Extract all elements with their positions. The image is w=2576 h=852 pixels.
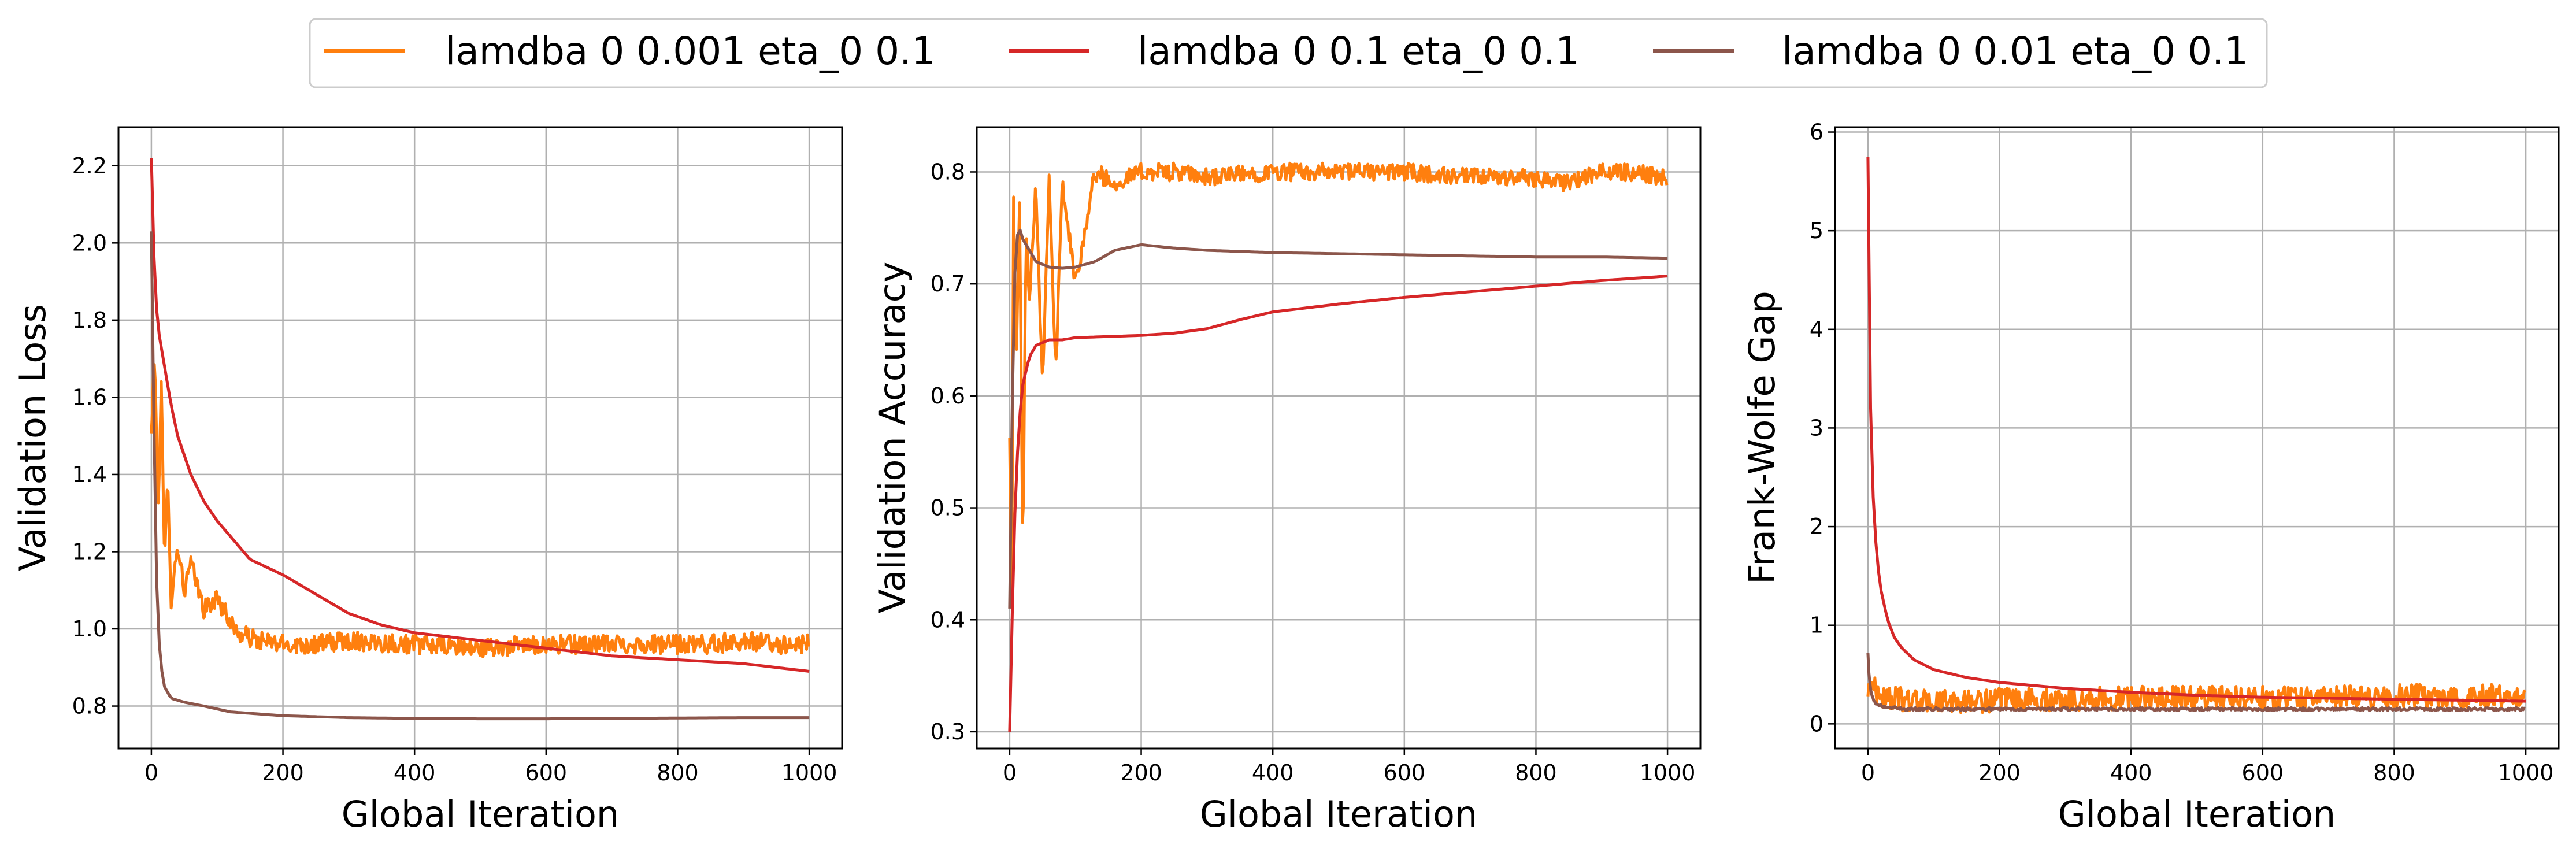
fw-gap-x-tick-label: 800 [2373, 760, 2415, 786]
loss-series-line-1 [150, 158, 810, 673]
fw-gap-y-tick-label: 6 [1810, 120, 1823, 145]
accuracy-y-tick-label: 0.7 [931, 271, 965, 297]
loss-x-tick-label: 400 [394, 760, 436, 786]
fw-gap-y-tick-label: 0 [1810, 711, 1823, 736]
loss-x-tick-label: 800 [657, 760, 699, 786]
fw-gap-x-tick-label: 200 [1978, 760, 2021, 786]
fw-gap-series-layer [1866, 157, 2526, 714]
accuracy-ticks: 0 200 400 600 800 1000 0.3 0.4 0.5 0.6 0.7 0.8 [931, 159, 1696, 786]
legend-label-2: lamdba 0 0.01 eta_0 0.1 [1782, 29, 2248, 73]
accuracy-y-tick-label: 0.8 [931, 159, 965, 184]
legend-label-1: lamdba 0 0.1 eta_0 0.1 [1137, 29, 1580, 73]
loss-x-tick-label: 0 [144, 760, 158, 786]
accuracy-y-tick-label: 0.4 [931, 607, 965, 632]
accuracy-x-tick-label: 1000 [1640, 760, 1696, 786]
accuracy-series-layer [1008, 161, 1669, 732]
fw-gap-y-axis-label: Frank-Wolfe Gap [1741, 291, 1783, 584]
fw-gap-x-tick-label: 600 [2242, 760, 2284, 786]
loss-y-tick-label: 1.2 [72, 539, 107, 564]
loss-y-tick-label: 1.0 [72, 616, 107, 642]
fw-gap-series-line-2 [1866, 653, 2526, 712]
fw-gap-axes-frame [1834, 126, 2560, 750]
accuracy-x-tick-label: 800 [1515, 760, 1557, 786]
loss-y-tick-label: 2.2 [72, 153, 107, 179]
accuracy-x-tick-label: 600 [1384, 760, 1426, 786]
loss-axes-frame [117, 126, 843, 750]
accuracy-series-line-1 [1008, 275, 1668, 732]
loss-y-tick-label: 1.4 [72, 462, 107, 487]
loss-y-tick-label: 1.6 [72, 384, 107, 410]
fw-gap-series-line-1 [1866, 157, 2526, 703]
loss-x-tick-label: 1000 [781, 760, 837, 786]
loss-series-line-2 [150, 231, 810, 721]
fw-gap-x-tick-label: 1000 [2498, 760, 2554, 786]
accuracy-series-line-2 [1008, 228, 1668, 609]
legend: lamdba 0 0.001 eta_0 0.1 lamdba 0 0.1 et… [309, 18, 2268, 88]
legend-frame [309, 18, 2268, 88]
fw-gap-y-tick-label: 3 [1810, 415, 1823, 440]
loss-x-tick-label: 600 [525, 760, 568, 786]
fw-gap-y-tick-label: 4 [1810, 317, 1823, 342]
accuracy-axes-frame [976, 126, 1702, 750]
accuracy-y-tick-label: 0.3 [931, 719, 965, 744]
loss-y-tick-label: 0.8 [72, 694, 107, 719]
fw-gap-grid [1835, 127, 2559, 749]
loss-series-line-0 [150, 363, 810, 659]
accuracy-x-tick-label: 0 [1003, 760, 1017, 786]
fw-gap-y-tick-label: 2 [1810, 514, 1823, 539]
loss-series-layer [150, 158, 810, 721]
loss-x-axis-label: Global Iteration [342, 793, 619, 835]
accuracy-y-tick-label: 0.5 [931, 495, 965, 521]
loss-panel: 0 200 400 600 800 1000 0.8 1.0 1.2 1.4 1.6 1.8 2.0 2.… [12, 126, 843, 835]
fw-gap-series-line-0 [1866, 676, 2526, 714]
loss-x-tick-label: 200 [262, 760, 304, 786]
accuracy-x-tick-label: 200 [1120, 760, 1162, 786]
loss-y-tick-label: 2.0 [72, 230, 107, 255]
accuracy-y-axis-label: Validation Accuracy [871, 262, 913, 614]
fw-gap-panel: 0 200 400 600 800 1000 0 1 2 3 4 5 6 Global Iteratio… [1741, 120, 2560, 835]
loss-y-axis-label: Validation Loss [12, 304, 54, 571]
accuracy-panel: 0 200 400 600 800 1000 0.3 0.4 0.5 0.6 0.7 0.8 Glob… [871, 126, 1702, 835]
fw-gap-x-axis-label: Global Iteration [2058, 793, 2336, 835]
loss-y-tick-label: 1.8 [72, 308, 107, 333]
accuracy-x-tick-label: 400 [1252, 760, 1294, 786]
accuracy-series-line-0 [1008, 161, 1669, 609]
accuracy-y-tick-label: 0.6 [931, 383, 965, 409]
fw-gap-x-tick-label: 0 [1861, 760, 1875, 786]
fw-gap-y-tick-label: 5 [1810, 218, 1823, 243]
fw-gap-x-tick-label: 400 [2110, 760, 2152, 786]
fw-gap-ticks: 0 200 400 600 800 1000 0 1 2 3 4 5 6 [1810, 120, 2554, 786]
legend-label-0: lamdba 0 0.001 eta_0 0.1 [445, 29, 936, 73]
fw-gap-y-tick-label: 1 [1810, 613, 1823, 638]
loss-ticks: 0 200 400 600 800 1000 0.8 1.0 1.2 1.4 1.6 1.8 2.0 2.… [72, 153, 837, 786]
accuracy-x-axis-label: Global Iteration [1200, 793, 1477, 835]
